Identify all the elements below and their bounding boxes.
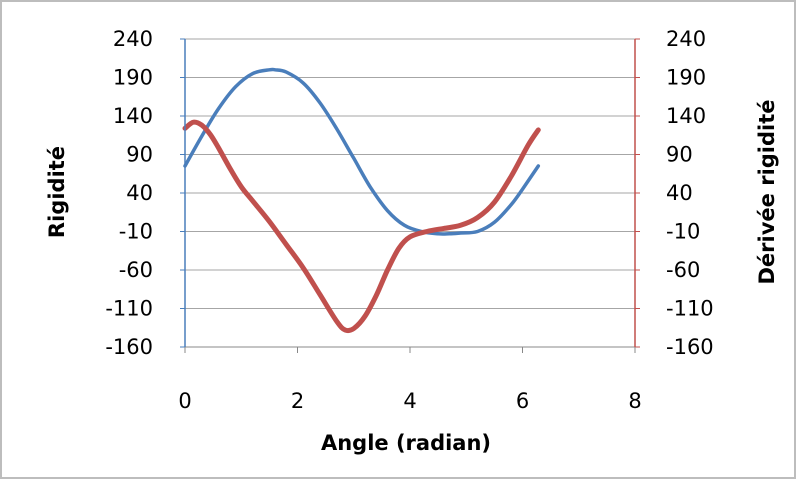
- y-tick-label: 40: [126, 181, 153, 205]
- y-tick-label: -60: [119, 258, 153, 282]
- x-tick-label: 6: [516, 389, 529, 413]
- axes-group: [180, 38, 640, 353]
- y-tick-label: -110: [105, 297, 153, 321]
- y-tick-label: 240: [113, 27, 153, 51]
- y2-tick-label: -160: [666, 335, 714, 359]
- y2-tick-label: 240: [666, 27, 706, 51]
- y2-tick-label: 140: [666, 104, 706, 128]
- y-tick-label: 190: [113, 66, 153, 90]
- y2-tick-label: 40: [666, 181, 693, 205]
- y2-tick-label: -10: [666, 220, 700, 244]
- y-tick-label: -10: [119, 220, 153, 244]
- y2-tick-label: -60: [666, 258, 700, 282]
- y2-tick-label: -110: [666, 297, 714, 321]
- x-tick-label: 2: [291, 389, 304, 413]
- x-tick-label: 4: [403, 389, 416, 413]
- y2-tick-label: 90: [666, 143, 693, 167]
- x-tick-label: 0: [178, 389, 191, 413]
- y2-tick-label: 190: [666, 66, 706, 90]
- series-line-derivee-rigidite: [182, 119, 541, 334]
- x-tick-label: 8: [628, 389, 641, 413]
- y2-axis-title: Dérivée rigidité: [755, 99, 779, 284]
- y-tick-label: 140: [113, 104, 153, 128]
- x-axis-title: Angle (radian): [321, 431, 491, 455]
- series-group: [182, 67, 541, 334]
- gridlines: [185, 38, 635, 348]
- y-tick-label: 90: [126, 143, 153, 167]
- y-tick-label: -160: [105, 335, 153, 359]
- series-line-rigidite: [183, 67, 541, 236]
- y-axis-title: Rigidité: [45, 146, 69, 238]
- tick-labels: 2401901409040-10-60-110-1602401901409040…: [105, 27, 713, 413]
